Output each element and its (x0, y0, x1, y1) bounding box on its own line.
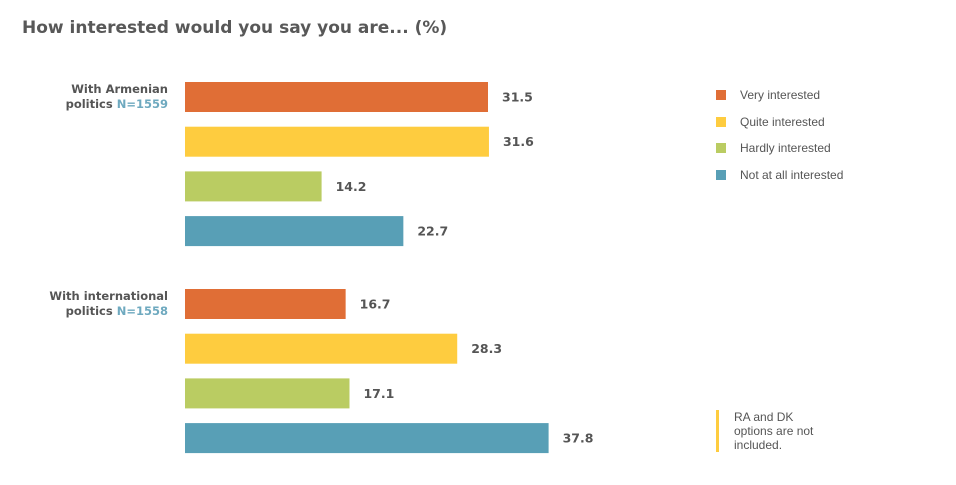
data-label: 31.6 (503, 134, 534, 149)
legend-swatch (716, 169, 726, 180)
bar (185, 82, 488, 112)
chart-title: How interested would you say you are... … (22, 18, 448, 38)
group-label: With international (49, 289, 168, 303)
legend-item: Quite interested (716, 109, 843, 136)
legend-item: Hardly interested (716, 135, 843, 162)
sample-size-label: N=1558 (113, 304, 168, 318)
data-label: 28.3 (471, 341, 502, 356)
bar (185, 423, 549, 454)
legend-label: Quite interested (740, 114, 825, 129)
group-label: politics N=1559 (66, 97, 168, 111)
bar (185, 378, 350, 409)
bar (185, 333, 458, 364)
legend-swatch (716, 143, 726, 154)
sample-size-label: N=1559 (113, 97, 168, 111)
data-label: 22.7 (417, 224, 448, 239)
legend-swatch (716, 116, 726, 127)
legend: Very interested Quite interested Hardly in… (716, 82, 843, 188)
legend-swatch (716, 90, 726, 101)
bar (185, 289, 346, 319)
legend-label: Very interested (740, 88, 821, 103)
legend-item: Very interested (716, 82, 843, 109)
bar (185, 126, 489, 157)
data-label: 37.8 (563, 431, 594, 446)
group-label: politics N=1558 (66, 304, 168, 318)
data-label: 31.5 (502, 90, 533, 105)
footnote: RA and DK options are not included. (716, 410, 814, 452)
legend-item: Not at all interested (716, 162, 843, 189)
bar (185, 216, 404, 247)
legend-label: Not at all interested (740, 167, 844, 182)
data-label: 16.7 (360, 297, 391, 312)
legend-label: Hardly interested (740, 141, 831, 156)
bar (185, 171, 322, 202)
group-label: With Armenian (71, 82, 168, 96)
data-label: 17.1 (363, 386, 394, 401)
data-label: 14.2 (336, 179, 367, 194)
